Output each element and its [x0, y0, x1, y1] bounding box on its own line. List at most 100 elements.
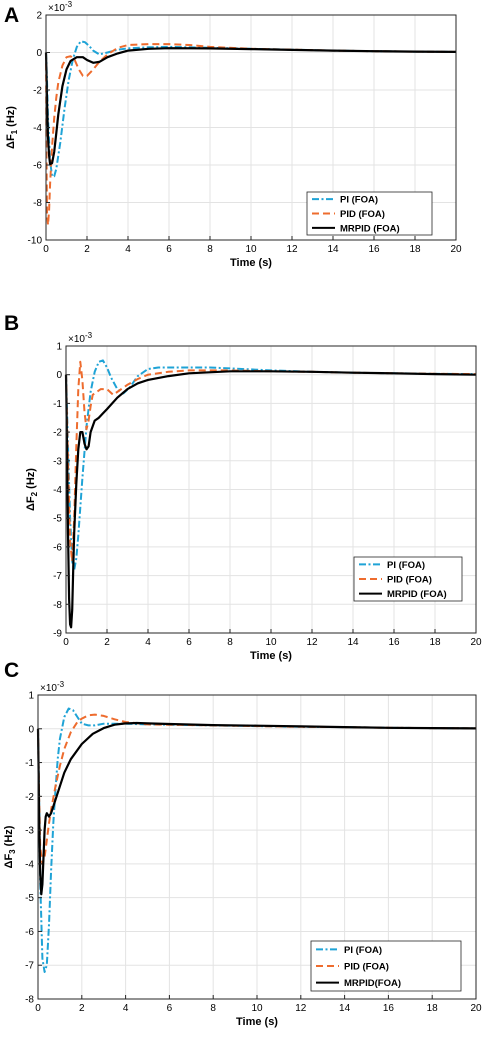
- y-tick-label: -2: [33, 86, 42, 97]
- x-tick-label: 18: [429, 637, 441, 648]
- x-tick-label: 0: [43, 244, 49, 255]
- axis-exponent-power: -3: [57, 680, 65, 689]
- y-tick-label: 0: [28, 724, 34, 735]
- y-tick-label: -5: [53, 514, 62, 525]
- x-tick-label: 2: [84, 244, 90, 255]
- y-tick-label: -8: [53, 600, 62, 611]
- y-tick-label: -2: [53, 428, 62, 439]
- x-tick-label: 20: [470, 1003, 482, 1014]
- series-line-mrpid: [44, 47, 457, 166]
- y-tick-label: -3: [25, 826, 34, 837]
- legend-label: PID (FOA): [344, 962, 389, 973]
- x-tick-label: 4: [145, 637, 151, 648]
- axis-exponent-power: -3: [65, 0, 73, 9]
- legend-label: PI (FOA): [387, 560, 425, 571]
- x-tick-label: 10: [245, 244, 257, 255]
- series-line-mrpid: [36, 721, 477, 896]
- y-axis-label-subscript: 1: [10, 129, 19, 134]
- y-tick-label: -2: [25, 792, 34, 803]
- panel-letter: C: [4, 659, 19, 682]
- x-tick-label: 10: [265, 637, 277, 648]
- x-tick-label: 14: [347, 637, 359, 648]
- y-tick-label: -7: [25, 961, 34, 972]
- x-tick-label: 20: [450, 244, 462, 255]
- y-tick-label: -9: [53, 629, 62, 640]
- y-tick-label: -8: [25, 995, 34, 1006]
- x-tick-label: 18: [409, 244, 421, 255]
- y-tick-label: -1: [53, 399, 62, 410]
- y-axis-label: ΔF2 (Hz): [25, 468, 39, 511]
- panel-letter: B: [4, 312, 19, 335]
- x-tick-label: 8: [207, 244, 213, 255]
- x-axis-label: Time (s): [250, 650, 292, 662]
- x-tick-label: 18: [427, 1003, 439, 1014]
- x-tick-label: 12: [286, 244, 298, 255]
- x-tick-label: 16: [368, 244, 380, 255]
- chart-panel-b: B 0 2 4 6 8 10 12 14 16 18 20 -9 -8 -7 -6 -5 -4 -3 -2 -1 0 1 ×1…: [4, 312, 482, 662]
- axis-exponent: ×10-3: [48, 0, 73, 14]
- x-tick-label: 10: [251, 1003, 263, 1014]
- y-tick-label: -6: [25, 927, 34, 938]
- x-tick-label: 6: [186, 637, 192, 648]
- y-tick-label: 2: [36, 11, 42, 22]
- y-tick-label: -4: [33, 123, 42, 134]
- y-axis-label: ΔF3 (Hz): [3, 825, 17, 868]
- x-tick-label: 12: [295, 1003, 307, 1014]
- y-axis-label-subscript: 2: [30, 491, 39, 496]
- y-tick-label: -3: [53, 456, 62, 467]
- legend-label: MRPID(FOA): [344, 978, 401, 989]
- chart-panel-c: C 0 2 4 6 8 10 12 14 16 18 20 -8 -7 -6 -5 -4 -3 -2 -1 0 1 ×10-…: [3, 659, 482, 1028]
- legend-label: MRPID (FOA): [387, 589, 447, 600]
- axis-exponent: ×10-3: [68, 331, 93, 345]
- y-axis-label-main: ΔF: [25, 496, 37, 511]
- axis-exponent: ×10-3: [40, 680, 65, 694]
- y-tick-label: 0: [36, 48, 42, 59]
- y-tick-label: -4: [25, 859, 34, 870]
- y-tick-label: -5: [25, 893, 34, 904]
- y-axis-label-subscript: 3: [8, 849, 17, 854]
- y-tick-label: -6: [53, 542, 62, 553]
- y-axis-label: ΔF1 (Hz): [5, 106, 19, 149]
- x-tick-label: 4: [123, 1003, 129, 1014]
- x-axis-label: Time (s): [236, 1016, 278, 1028]
- y-tick-label: -7: [53, 571, 62, 582]
- y-axis-label-unit: (Hz): [5, 106, 17, 130]
- legend-label: PI (FOA): [344, 945, 382, 956]
- chart-panel-a: A 0 2 4 6 8 10 12 14 16 18 20 -10 -8 -6 -4 -2 0 2 ×10-3 Time…: [4, 0, 462, 269]
- x-tick-label: 14: [327, 244, 339, 255]
- panel-letter: A: [4, 4, 19, 27]
- y-tick-label: -6: [33, 161, 42, 172]
- y-tick-label: -1: [25, 758, 34, 769]
- x-tick-label: 6: [167, 1003, 173, 1014]
- y-axis-label-unit: (Hz): [3, 825, 15, 849]
- x-tick-label: 0: [63, 637, 69, 648]
- x-tick-label: 8: [227, 637, 233, 648]
- x-tick-label: 0: [35, 1003, 41, 1014]
- y-tick-label: 0: [56, 370, 62, 381]
- y-tick-label: 1: [28, 691, 34, 702]
- legend-label: MRPID (FOA): [340, 223, 400, 234]
- x-tick-label: 8: [210, 1003, 216, 1014]
- y-tick-label: 1: [56, 342, 62, 353]
- legend-label: PID (FOA): [387, 575, 432, 586]
- series-line-mrpid: [64, 370, 477, 629]
- x-tick-label: 12: [306, 637, 318, 648]
- x-tick-label: 2: [104, 637, 110, 648]
- x-tick-label: 20: [470, 637, 482, 648]
- x-tick-label: 16: [388, 637, 400, 648]
- y-axis-label-main: ΔF: [5, 134, 17, 149]
- y-tick-label: -10: [28, 236, 43, 247]
- x-tick-label: 14: [339, 1003, 351, 1014]
- legend: PI (FOA) PID (FOA) MRPID (FOA): [306, 191, 433, 236]
- axis-exponent-power: -3: [85, 331, 93, 340]
- y-axis-label-main: ΔF: [3, 854, 15, 869]
- x-tick-label: 6: [166, 244, 172, 255]
- y-tick-label: -8: [33, 198, 42, 209]
- x-tick-label: 2: [79, 1003, 85, 1014]
- legend: PI (FOA) PID (FOA) MRPID (FOA): [353, 556, 463, 602]
- legend-label: PID (FOA): [340, 209, 385, 220]
- x-tick-label: 4: [125, 244, 131, 255]
- x-tick-label: 16: [383, 1003, 395, 1014]
